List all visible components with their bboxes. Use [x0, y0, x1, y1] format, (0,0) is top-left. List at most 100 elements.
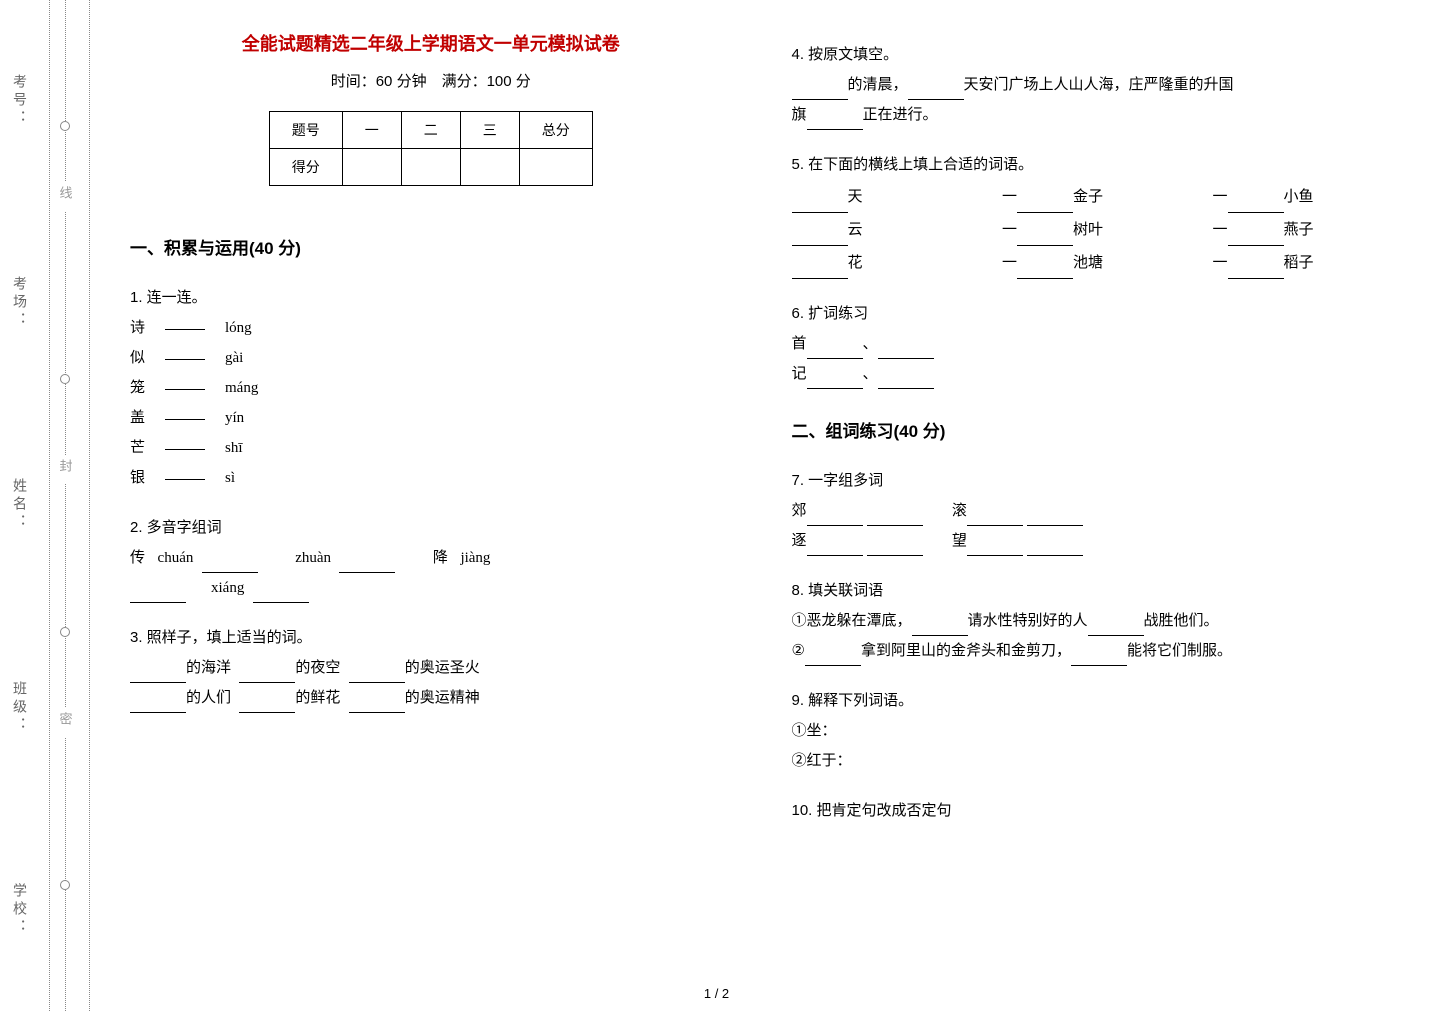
seal-label-2: 封 — [56, 455, 75, 484]
dotted-line-2 — [80, 0, 90, 1011]
label-room: 考场： — [10, 276, 30, 330]
blank[interactable] — [165, 403, 205, 420]
th-col3: 三 — [460, 112, 519, 149]
score-cell[interactable] — [460, 149, 519, 186]
blank[interactable] — [807, 510, 863, 527]
text: ② — [792, 642, 805, 659]
char: 首 — [792, 335, 807, 352]
text: 燕子 — [1284, 221, 1314, 238]
blank[interactable] — [792, 84, 848, 101]
q5-grid: 天 一金子 一小鱼 云 一树叶 一燕子 花 一池塘 一稻子 — [792, 180, 1394, 279]
blank[interactable] — [1088, 620, 1144, 637]
blank[interactable] — [792, 197, 848, 214]
score-cell[interactable] — [519, 149, 592, 186]
q6-line1: 首、 — [792, 329, 1394, 359]
q2-line2: xiáng — [130, 573, 732, 603]
cell: 一稻子 — [1213, 246, 1394, 279]
blank[interactable] — [349, 667, 405, 684]
blank[interactable] — [908, 84, 964, 101]
question-10: 10. 把肯定句改成否定句 — [792, 796, 1394, 826]
th-total: 总分 — [519, 112, 592, 149]
pinyin: sì — [225, 463, 235, 493]
text: 的奥运精神 — [405, 689, 480, 706]
blank[interactable] — [1228, 197, 1284, 214]
blank[interactable] — [130, 697, 186, 714]
text: 金子 — [1073, 188, 1103, 205]
blank[interactable] — [165, 313, 205, 330]
q8-label: 8. 填关联词语 — [792, 576, 1394, 606]
blank[interactable] — [805, 650, 861, 667]
blank[interactable] — [878, 373, 934, 390]
cell: 花 — [792, 246, 973, 279]
exam-title: 全能试题精选二年级上学期语文一单元模拟试卷 — [130, 30, 732, 56]
char: 记 — [792, 365, 807, 382]
q8-line2: ②拿到阿里山的金斧头和金剪刀，能将它们制服。 — [792, 636, 1394, 666]
blank[interactable] — [165, 343, 205, 360]
circle-icon — [60, 374, 70, 384]
blank[interactable] — [807, 114, 863, 131]
blank[interactable] — [1017, 197, 1073, 214]
blank[interactable] — [130, 587, 186, 604]
label-examno: 考号： — [10, 74, 30, 128]
text: ①恶龙躲在潭底， — [792, 612, 912, 629]
question-5: 5. 在下面的横线上填上合适的词语。 天 一金子 一小鱼 云 一树叶 一燕子 花… — [792, 150, 1394, 279]
blank[interactable] — [165, 373, 205, 390]
blank[interactable] — [1228, 230, 1284, 247]
blank[interactable] — [967, 510, 1023, 527]
blank[interactable] — [867, 540, 923, 557]
blank[interactable] — [807, 373, 863, 390]
text: 的海洋 — [186, 659, 231, 676]
blank[interactable] — [1071, 650, 1127, 667]
label-school: 学校： — [10, 883, 30, 937]
blank[interactable] — [1228, 263, 1284, 280]
score-table: 题号 一 二 三 总分 得分 — [269, 111, 593, 186]
question-7: 7. 一字组多词 郊 滚 逐 望 — [792, 466, 1394, 556]
circle-icon — [60, 627, 70, 637]
text: 稻子 — [1284, 254, 1314, 271]
th-score: 得分 — [269, 149, 342, 186]
page-number: 1 / 2 — [704, 986, 729, 1001]
blank[interactable] — [202, 557, 258, 574]
blank[interactable] — [349, 697, 405, 714]
list-item: 芒shī — [130, 433, 732, 463]
blank[interactable] — [165, 433, 205, 450]
text: 天安门广场上人山人海，庄严隆重的升国 — [964, 76, 1234, 93]
q7-line2: 逐 望 — [792, 526, 1394, 556]
blank[interactable] — [807, 540, 863, 557]
q2-line: 传 chuán zhuàn 降 jiàng — [130, 543, 732, 573]
blank[interactable] — [1027, 540, 1083, 557]
question-1: 1. 连一连。 诗lóng 似gài 笼máng 盖yín 芒shī 银sì — [130, 283, 732, 493]
q6-line2: 记、 — [792, 359, 1394, 389]
q6-label: 6. 扩词练习 — [792, 299, 1394, 329]
blank[interactable] — [967, 540, 1023, 557]
th-number: 题号 — [269, 112, 342, 149]
blank[interactable] — [792, 230, 848, 247]
section-b-heading: 二、组词练习(40 分) — [792, 417, 1394, 442]
text: 天 — [848, 188, 863, 205]
blank[interactable] — [1017, 263, 1073, 280]
blank[interactable] — [878, 343, 934, 360]
blank[interactable] — [1017, 230, 1073, 247]
blank[interactable] — [239, 697, 295, 714]
circle-icon — [60, 880, 70, 890]
blank[interactable] — [807, 343, 863, 360]
q8-line1: ①恶龙躲在潭底，请水性特别好的人战胜他们。 — [792, 606, 1394, 636]
blank[interactable] — [867, 510, 923, 527]
blank[interactable] — [253, 587, 309, 604]
blank[interactable] — [165, 463, 205, 480]
blank[interactable] — [912, 620, 968, 637]
pinyin: xiáng — [211, 580, 244, 596]
blank[interactable] — [239, 667, 295, 684]
blank[interactable] — [339, 557, 395, 574]
blank[interactable] — [792, 263, 848, 280]
text: 拿到阿里山的金斧头和金剪刀， — [861, 642, 1071, 659]
q1-list: 诗lóng 似gài 笼máng 盖yín 芒shī 银sì — [130, 313, 732, 493]
text: 花 — [848, 254, 863, 271]
score-cell[interactable] — [401, 149, 460, 186]
blank[interactable] — [130, 667, 186, 684]
blank[interactable] — [1027, 510, 1083, 527]
score-cell[interactable] — [342, 149, 401, 186]
char: 滚 — [952, 502, 967, 519]
cell: 一金子 — [1002, 180, 1183, 213]
question-2: 2. 多音字组词 传 chuán zhuàn 降 jiàng xiáng — [130, 513, 732, 603]
